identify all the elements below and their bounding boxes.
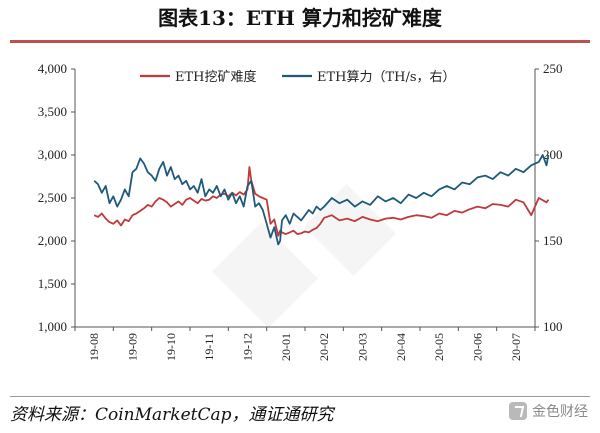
series-line-hashrate bbox=[93, 154, 550, 246]
right-tick-label: 250 bbox=[543, 61, 563, 76]
eth-chart: 19-08 19-09 19-10 19-11 19-12 20-01 20-02 20-03… bbox=[38, 61, 563, 361]
x-tick-label: 20-03 bbox=[356, 333, 370, 361]
x-tick-label: 19-12 bbox=[241, 333, 255, 361]
x-tick-label: 20-02 bbox=[317, 333, 331, 361]
left-tick-label: 4,000 bbox=[38, 61, 67, 76]
page-title: 图表13：ETH 算力和挖矿难度 bbox=[158, 6, 442, 30]
source-note: 资料来源：CoinMarketCap，通证通研究 bbox=[10, 405, 334, 425]
left-tick-label: 1,000 bbox=[38, 319, 67, 334]
x-ticks: 19-08 19-09 19-10 19-11 19-12 20-01 20-02 20-03… bbox=[74, 327, 536, 361]
x-tick-label: 20-06 bbox=[471, 333, 485, 361]
legend-label-hashrate: ETH算力（TH/s，右） bbox=[317, 70, 456, 85]
x-tick-label: 20-07 bbox=[509, 333, 523, 361]
legend: ETH挖矿难度 ETH算力（TH/s，右） bbox=[140, 69, 456, 85]
left-y-ticks: 1,000 1,500 2,000 2,500 3,000 3,500 4,000 bbox=[38, 61, 75, 334]
x-tick-label: 20-04 bbox=[394, 333, 408, 361]
brand-text: 金色财经 bbox=[532, 404, 588, 420]
title-rule bbox=[10, 40, 590, 43]
chart-lines bbox=[93, 154, 550, 246]
brand-icon bbox=[509, 402, 527, 420]
right-tick-label: 100 bbox=[543, 319, 563, 334]
x-tick-label: 19-11 bbox=[202, 333, 216, 361]
x-tick-label: 19-10 bbox=[164, 333, 178, 361]
left-tick-label: 1,500 bbox=[38, 276, 67, 291]
x-tick-label: 20-01 bbox=[279, 333, 293, 361]
x-tick-label: 19-09 bbox=[126, 333, 140, 361]
watermark bbox=[211, 184, 396, 329]
left-tick-label: 3,500 bbox=[38, 104, 67, 119]
right-tick-label: 150 bbox=[543, 233, 563, 248]
footer-rule bbox=[10, 396, 590, 397]
left-tick-label: 2,500 bbox=[38, 190, 67, 205]
brand-logo: 金色财经 bbox=[509, 401, 588, 421]
series-line-difficulty bbox=[93, 166, 550, 237]
left-tick-label: 3,000 bbox=[38, 147, 67, 162]
legend-label-difficulty: ETH挖矿难度 bbox=[175, 69, 257, 85]
x-tick-label: 20-05 bbox=[432, 333, 446, 361]
x-tick-label: 19-08 bbox=[87, 333, 101, 361]
left-tick-label: 2,000 bbox=[38, 233, 67, 248]
right-tick-label: 200 bbox=[543, 147, 563, 162]
